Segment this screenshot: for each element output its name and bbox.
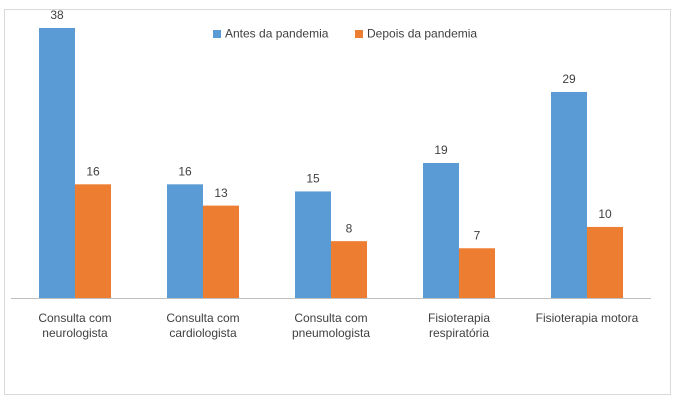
legend-swatch [213,30,221,38]
bar [167,184,203,298]
bar [459,248,495,298]
data-label: 15 [306,172,320,186]
legend-swatch [355,30,363,38]
data-label: 10 [598,207,612,221]
bar [295,191,331,298]
data-label: 16 [178,164,192,178]
bar [203,205,239,298]
data-label: 19 [434,143,448,157]
x-tick-label: Fisioterapia motora [535,311,639,325]
chart-border [4,9,671,395]
data-label: 8 [346,221,353,235]
bar [75,184,111,298]
bar [551,91,587,299]
data-label: 16 [86,164,100,178]
bar [423,163,459,298]
legend-label: Depois da pandemia [367,27,477,41]
x-tick-label: Consulta com pneumologista [291,311,371,340]
data-label: 38 [50,8,64,22]
data-label: 13 [214,186,228,200]
legend-label: Antes da pandemia [225,27,329,41]
bar [39,28,75,298]
bar [587,226,623,298]
data-label: 29 [562,72,576,86]
x-tick-label: Fisioterapia respiratória [427,311,491,340]
data-label: 7 [474,228,481,242]
x-tick-label: Consulta com neurologista [38,311,112,340]
bar [331,241,367,298]
x-tick-label: Consulta com cardiologista [166,311,240,340]
